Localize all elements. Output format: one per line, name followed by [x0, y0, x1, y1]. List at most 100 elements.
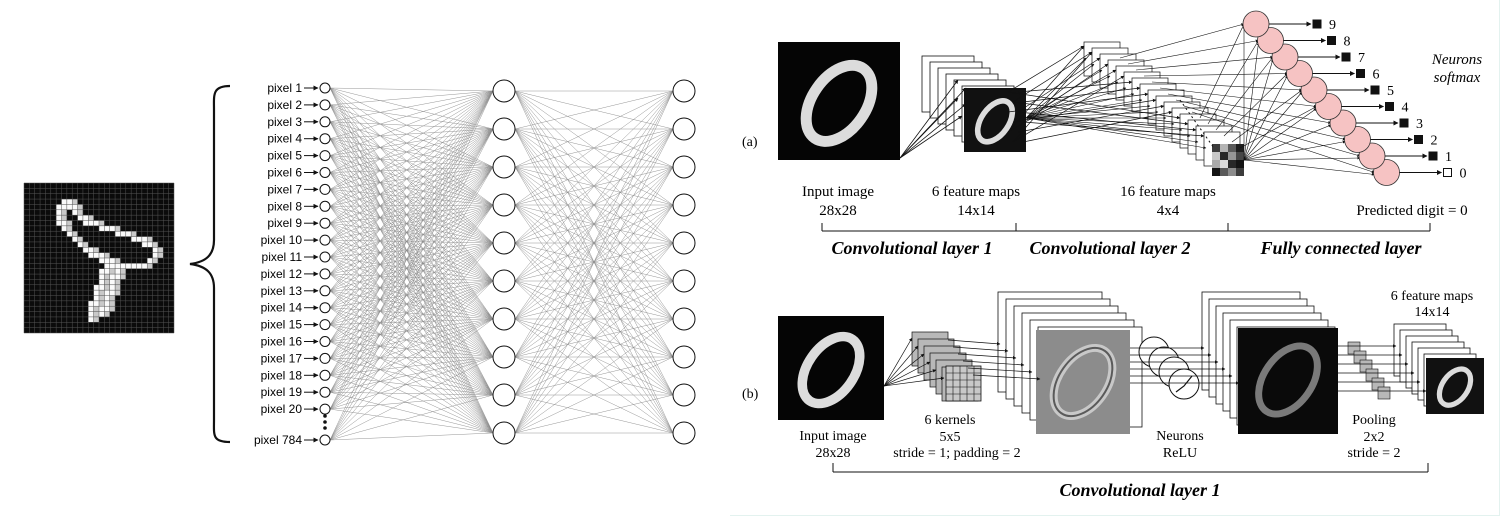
digit-pixel [109, 258, 116, 264]
b-conv-arrow [952, 346, 1009, 353]
ellipsis-dot [323, 420, 327, 424]
mlp-edge [329, 375, 494, 434]
digit-pixel [104, 258, 110, 264]
a-input-title: Input image [802, 184, 874, 200]
input-neuron [319, 434, 331, 446]
a-fm2-pixel [1212, 144, 1220, 152]
b-layer-bracket [832, 463, 1429, 473]
mlp-edge [329, 128, 494, 291]
output-neuron [672, 231, 696, 255]
mlp-edge [329, 90, 494, 359]
digit-pixel [93, 295, 99, 301]
b-pool-stride: stride = 2 [1348, 446, 1401, 461]
mlp-edge [329, 341, 494, 434]
mlp-edge [329, 128, 494, 258]
mlp-edge [329, 87, 494, 168]
digit-pixel [77, 209, 83, 216]
hidden-neuron [492, 79, 516, 103]
pixel-label: pixel 5 [267, 149, 302, 163]
mlp-edge [329, 324, 494, 396]
b-conv-arrow [947, 339, 1001, 346]
digit-pixel [125, 231, 132, 237]
digit-pixel [82, 215, 89, 221]
a-conv2-arrow [1017, 104, 1165, 133]
a-fc-arrow [1143, 72, 1288, 77]
mlp-edge [329, 90, 494, 241]
softmax-neuron [1242, 10, 1270, 38]
pixel-label: pixel 13 [261, 284, 303, 298]
a-fc-arrow [1243, 108, 1317, 161]
a-fc-arrow [1243, 156, 1361, 161]
digit-pixel [56, 204, 62, 210]
relu-neuron [1168, 368, 1200, 400]
output-square [1356, 69, 1365, 78]
mlp-output-layer [672, 79, 696, 445]
a-fc-arrow [1119, 23, 1245, 59]
digit-pixel [66, 225, 73, 232]
mlp-edge [329, 242, 494, 393]
digit-pixel [77, 215, 83, 221]
mlp-edge [329, 356, 494, 393]
input-neuron [319, 82, 331, 94]
mlp-edge [514, 90, 674, 434]
mlp-edge [329, 90, 494, 207]
mlp-edge [329, 204, 494, 308]
input-neuron [319, 150, 331, 162]
b-pool-title: Pooling [1352, 413, 1396, 428]
digit-pixel [88, 306, 94, 312]
digit-pixel [72, 209, 78, 216]
digit-pixel [157, 247, 164, 253]
a-fm2-pixel [1236, 168, 1244, 176]
a-conv2-arrow [1022, 86, 1141, 103]
a-fm1-title: 6 feature maps [932, 184, 1020, 200]
mlp-edge [329, 90, 494, 275]
a-fm2-pixel [1236, 160, 1244, 168]
digit-pixel [120, 274, 126, 280]
a-conv2-arrow [1025, 81, 1119, 119]
digit-pixel [99, 300, 105, 307]
mlp-edge [329, 356, 494, 359]
input-neuron [319, 217, 331, 229]
digit-pixel [136, 236, 142, 242]
b-kernel-arrow [883, 345, 919, 387]
digit-pixel [93, 300, 99, 307]
output-digit-label: 1 [1445, 150, 1452, 165]
pixel-label: pixel 17 [261, 351, 303, 365]
hidden-neuron [492, 269, 516, 293]
pixel-label: pixel 14 [261, 301, 303, 315]
digit-pixel [72, 204, 78, 210]
hidden-neuron [492, 155, 516, 179]
mlp-edge [329, 166, 494, 241]
a-conv2-arrow [1007, 45, 1085, 93]
digit-pixel [88, 220, 94, 226]
a-conv2-arrow [1025, 117, 1191, 138]
mlp-edge [329, 90, 494, 156]
mlp-edge [329, 318, 494, 393]
output-neuron [672, 79, 696, 103]
mlp-edge [329, 104, 494, 130]
pixel-label: pixel 784 [254, 433, 302, 447]
mlp-edge [329, 318, 494, 441]
digit-pixel [115, 284, 121, 291]
mlp-edge [329, 204, 494, 258]
digit-pixel [61, 209, 67, 216]
mlp-edge [329, 90, 494, 441]
b-conv-arrow [967, 367, 1033, 374]
mlp-edge [329, 307, 494, 396]
input-neuron [319, 200, 331, 212]
pixel-label: pixel 9 [267, 216, 302, 230]
input-neuron [319, 251, 331, 263]
b-kernel-arrow [883, 376, 945, 387]
mlp-edge [329, 394, 494, 410]
digit-pixel [152, 241, 158, 248]
a-input-image [778, 42, 900, 160]
digit-pixel [115, 290, 121, 296]
mlp-edge [329, 204, 494, 224]
mlp-edge [329, 341, 494, 358]
mlp-edge [329, 90, 494, 376]
out-map-front-stroke [1436, 366, 1474, 408]
b-pool-size: 2x2 [1364, 430, 1385, 445]
digit-pixel [104, 290, 110, 296]
a-conv1-arrow [899, 103, 967, 159]
digit-pixel [82, 247, 89, 253]
